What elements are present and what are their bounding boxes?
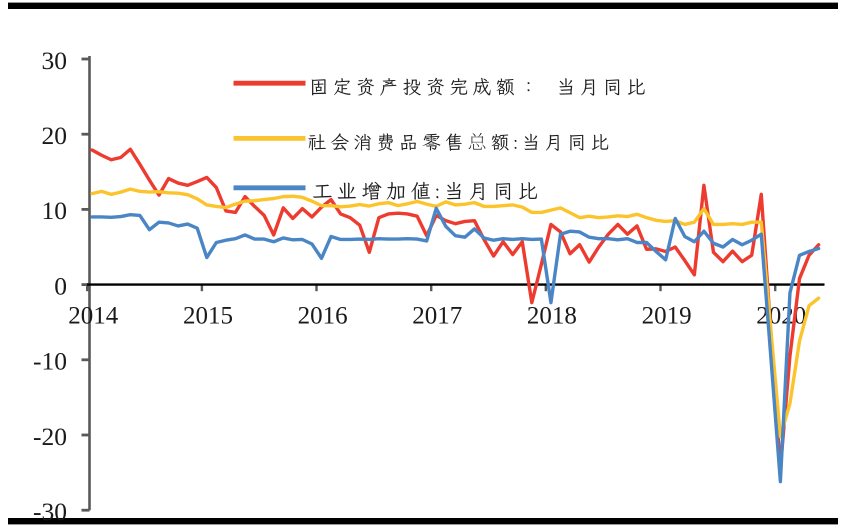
svg-text:20: 20 — [42, 121, 68, 150]
svg-text:2020: 2020 — [756, 303, 806, 330]
svg-text:2019: 2019 — [642, 303, 692, 330]
svg-text:-30: -30 — [33, 497, 67, 526]
svg-text:-10: -10 — [33, 347, 67, 376]
svg-text:-20: -20 — [33, 422, 67, 451]
svg-text:10: 10 — [42, 196, 68, 225]
svg-text:2016: 2016 — [298, 303, 348, 330]
svg-text:0: 0 — [54, 271, 67, 300]
svg-text:2018: 2018 — [527, 303, 577, 330]
svg-text:2014: 2014 — [68, 303, 119, 330]
svg-text:2015: 2015 — [183, 303, 233, 330]
svg-text:2017: 2017 — [412, 303, 462, 330]
svg-text:30: 30 — [42, 46, 68, 75]
